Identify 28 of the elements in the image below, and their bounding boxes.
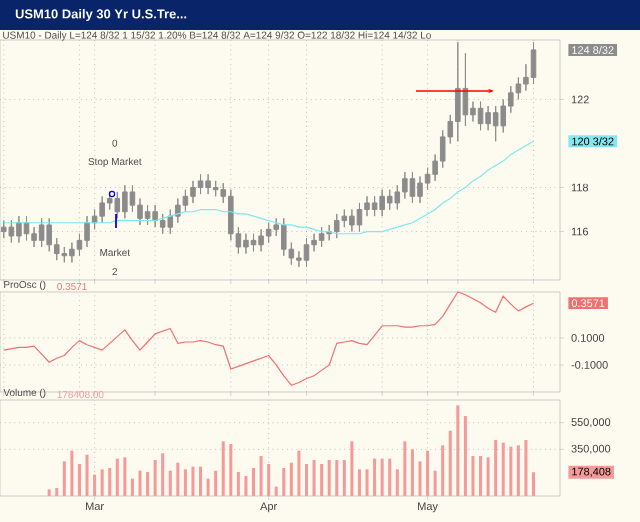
candlestick <box>417 176 423 204</box>
candlestick <box>152 204 158 228</box>
candlestick <box>46 217 52 252</box>
candlestick <box>243 233 249 255</box>
candlestick <box>386 189 393 211</box>
candlestick <box>455 41 461 142</box>
candlestick <box>8 220 15 244</box>
candlestick <box>61 246 68 263</box>
candlestick <box>371 195 378 217</box>
candlestick <box>84 215 90 248</box>
candlestick <box>281 217 287 257</box>
candlestick <box>349 209 355 233</box>
candlestick <box>212 180 219 197</box>
candlestick <box>318 226 325 248</box>
candlestick <box>38 217 45 248</box>
candlestick <box>379 189 385 217</box>
candlestick <box>190 180 196 204</box>
candlestick <box>258 228 264 252</box>
candlestick <box>1 220 7 239</box>
candlestick <box>205 173 211 195</box>
candlestick <box>16 215 22 244</box>
candlestick <box>333 213 340 239</box>
candlestick <box>122 184 128 219</box>
candlestick <box>492 105 499 142</box>
candlestick <box>69 242 75 263</box>
candlestick <box>159 213 166 235</box>
candlestick <box>99 195 105 224</box>
candlestick <box>265 222 272 244</box>
